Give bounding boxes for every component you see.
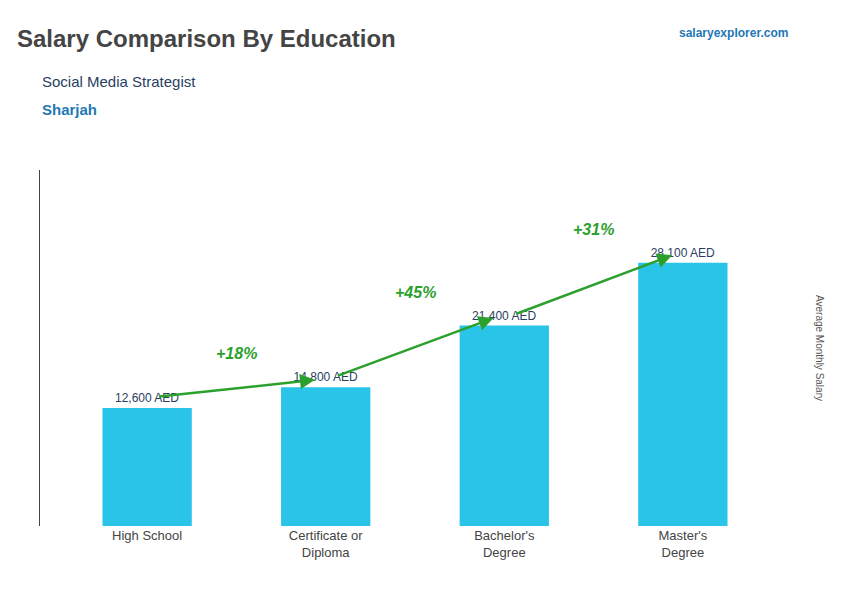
svg-text:Bachelor'sDegree: Bachelor'sDegree	[474, 528, 535, 560]
svg-text:+45%: +45%	[395, 284, 436, 301]
svg-text:14,800 AED: 14,800 AED	[294, 370, 358, 384]
svg-text:Average Monthly Salary: Average Monthly Salary	[814, 295, 825, 401]
svg-text:Master'sDegree: Master'sDegree	[659, 528, 708, 560]
svg-text:Sharjah: Sharjah	[42, 101, 97, 118]
svg-text:+18%: +18%	[216, 345, 257, 362]
svg-text:High School: High School	[112, 528, 182, 543]
svg-text:21,400 AED: 21,400 AED	[472, 309, 536, 323]
svg-text:salaryexplorer.com: salaryexplorer.com	[679, 26, 788, 40]
svg-text:Certificate orDiploma: Certificate orDiploma	[289, 528, 363, 560]
svg-text:28,100 AED: 28,100 AED	[651, 246, 715, 260]
svg-text:12,600 AED: 12,600 AED	[115, 391, 179, 405]
svg-text:Salary Comparison By Education: Salary Comparison By Education	[17, 25, 396, 52]
svg-text:+31%: +31%	[573, 221, 614, 238]
svg-text:Social Media Strategist: Social Media Strategist	[42, 73, 196, 90]
